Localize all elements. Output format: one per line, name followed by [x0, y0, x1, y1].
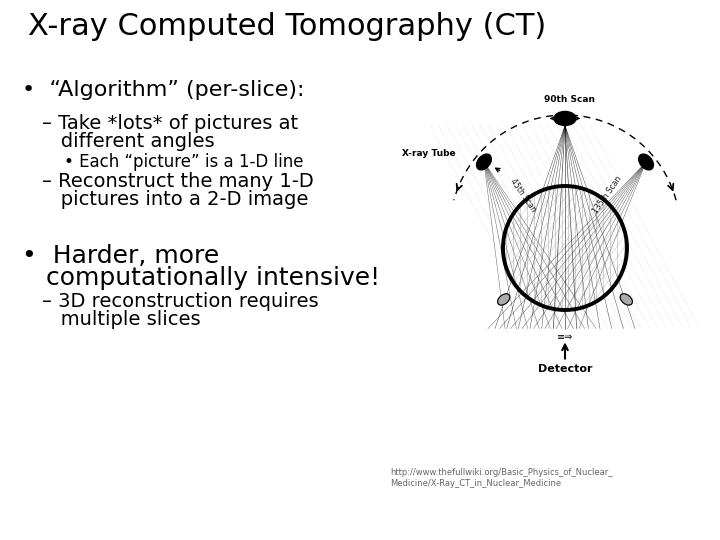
Text: computationally intensive!: computationally intensive! [22, 266, 380, 290]
Text: X-ray Tube: X-ray Tube [402, 150, 456, 159]
Ellipse shape [639, 154, 654, 170]
Text: ≡⇒: ≡⇒ [557, 332, 573, 341]
Text: Detector: Detector [538, 363, 593, 374]
Text: – Reconstruct the many 1-D: – Reconstruct the many 1-D [42, 172, 314, 191]
Text: •  Harder, more: • Harder, more [22, 244, 220, 268]
Text: 135th Scan: 135th Scan [591, 174, 623, 215]
Text: http://www.thefullwiki.org/Basic_Physics_of_Nuclear_
Medicine/X-Ray_CT_in_Nuclea: http://www.thefullwiki.org/Basic_Physics… [390, 468, 613, 488]
Text: – Take *lots* of pictures at: – Take *lots* of pictures at [42, 114, 298, 133]
Text: pictures into a 2-D image: pictures into a 2-D image [42, 190, 308, 209]
Text: 90th Scan: 90th Scan [544, 96, 595, 104]
Text: • Each “picture” is a 1-D line: • Each “picture” is a 1-D line [64, 153, 304, 171]
Ellipse shape [620, 294, 632, 305]
Text: multiple slices: multiple slices [42, 310, 201, 329]
Text: X-ray Computed Tomography (CT): X-ray Computed Tomography (CT) [28, 12, 546, 41]
Ellipse shape [554, 111, 576, 125]
Text: •  “Algorithm” (per-slice):: • “Algorithm” (per-slice): [22, 80, 305, 100]
Ellipse shape [498, 294, 510, 305]
Text: 45th Scan: 45th Scan [508, 177, 538, 213]
Text: – 3D reconstruction requires: – 3D reconstruction requires [42, 292, 319, 311]
Text: different angles: different angles [42, 132, 215, 151]
Ellipse shape [477, 154, 491, 170]
